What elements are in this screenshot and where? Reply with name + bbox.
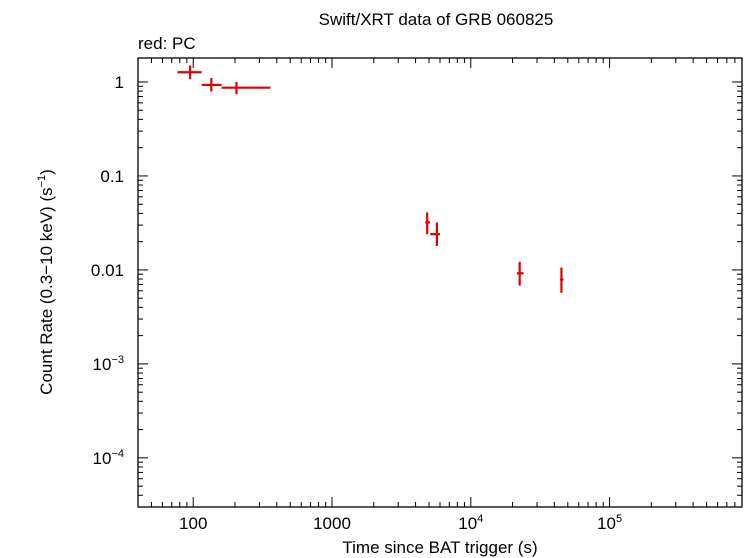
plot-frame xyxy=(137,57,743,508)
x-axis-label: Time since BAT trigger (s) xyxy=(342,538,537,557)
data-point xyxy=(430,222,440,246)
x-tick-label: 100 xyxy=(179,514,207,533)
y-tick-label: 0.01 xyxy=(91,261,124,280)
x-tick-label: 1000 xyxy=(313,514,351,533)
y-tick-label: 1 xyxy=(115,73,124,92)
y-tick-label: 10−4 xyxy=(93,448,124,468)
legend-note: red: PC xyxy=(138,34,196,53)
data-point xyxy=(516,261,524,286)
data-point xyxy=(201,78,222,92)
data-point xyxy=(221,81,271,95)
chart-title: Swift/XRT data of GRB 060825 xyxy=(319,10,554,29)
y-tick-label: 10−3 xyxy=(93,354,124,374)
y-tick-label: 0.1 xyxy=(100,167,124,186)
data-point xyxy=(560,267,564,293)
data-point xyxy=(177,65,202,80)
x-tick-label: 105 xyxy=(597,513,622,533)
y-axis-label: Count Rate (0.3−10 keV) (s−1) xyxy=(36,169,56,395)
x-tick-label: 104 xyxy=(458,513,483,533)
data-point xyxy=(425,212,431,235)
